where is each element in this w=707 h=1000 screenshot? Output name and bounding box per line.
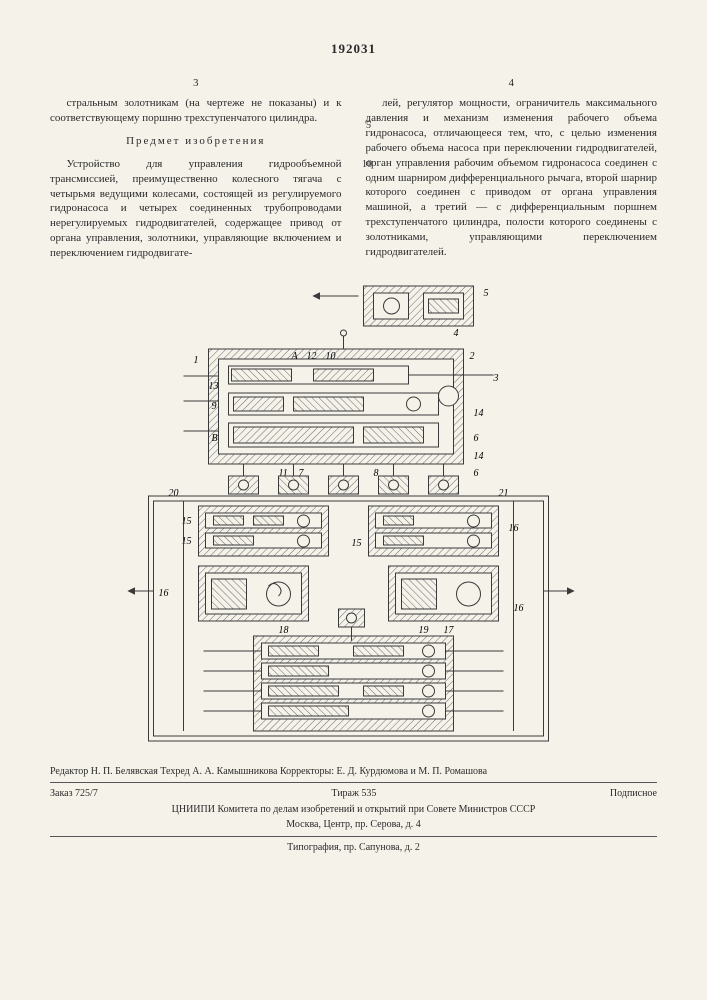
diagram-label-6b: 6 [474,468,479,479]
diagram-label-10: 10 [326,351,336,362]
patent-diagram: 5 4 1 13 9 B A 12 10 2 3 14 6 11 7 8 14 … [50,281,657,751]
typo-line: Типография, пр. Сапунова, д. 2 [50,841,657,855]
diagram-label-19: 19 [419,625,429,636]
left-para-1: стральным золотникам (на чертеже не пока… [50,96,342,126]
diagram-label-9: 9 [212,401,217,412]
col-num-left: 3 [50,76,342,91]
col-num-right: 4 [366,76,658,91]
diagram-label-5: 5 [484,288,489,299]
text-columns: 3 стральным золотникам (на чертеже не по… [50,76,657,261]
diagram-label-21: 21 [499,488,509,499]
diagram-label-13: 13 [209,381,219,392]
right-para: 5 10 лей, регулятор мощности, ограничите… [366,96,658,259]
diagram-label-18: 18 [279,625,289,636]
diagram-label-A: A [291,351,299,362]
tirazh: Тираж 535 [331,787,376,801]
addr-line: Москва, Центр, пр. Серова, д. 4 [50,818,657,832]
diagram-label-14a: 14 [474,408,484,419]
diagram-label-1: 1 [194,355,199,366]
line-marker-5: 5 [350,119,372,133]
podpisnoe: Подписное [610,787,657,801]
diagram-label-8: 8 [374,468,379,479]
diagram-label-14b: 14 [474,451,484,462]
line-marker-10: 10 [346,158,373,172]
left-column: 3 стральным золотникам (на чертеже не по… [50,76,342,261]
right-text-span: лей, регулятор мощности, ограничитель ма… [366,97,658,257]
diagram-label-6a: 6 [474,433,479,444]
footer: Редактор Н. П. Белявская Техред А. А. Ка… [50,765,657,855]
section-title: Предмет изобретения [50,134,342,149]
diagram-label-B: B [212,433,218,444]
diagram-label-4: 4 [454,328,459,339]
diagram-label-3: 3 [493,373,499,384]
left-para-2: Устройство для управления гидрообъемной … [50,157,342,261]
diagram-label-20: 20 [169,488,179,499]
diagram-label-15c: 15 [352,538,362,549]
diagram-label-2: 2 [470,351,475,362]
diagram-label-16c: 16 [514,603,524,614]
org-line: ЦНИИПИ Комитета по делам изобретений и о… [50,803,657,817]
diagram-label-12: 12 [307,351,317,362]
diagram-label-16b: 16 [159,588,169,599]
footer-order-row: Заказ 725/7 Тираж 535 Подписное [50,787,657,801]
patent-number: 192031 [50,40,657,58]
editor-line: Редактор Н. П. Белявская Техред А. А. Ка… [50,765,657,779]
order-number: Заказ 725/7 [50,787,98,801]
diagram-label-17: 17 [444,625,455,636]
right-column: 4 5 10 лей, регулятор мощности, ограничи… [366,76,658,261]
